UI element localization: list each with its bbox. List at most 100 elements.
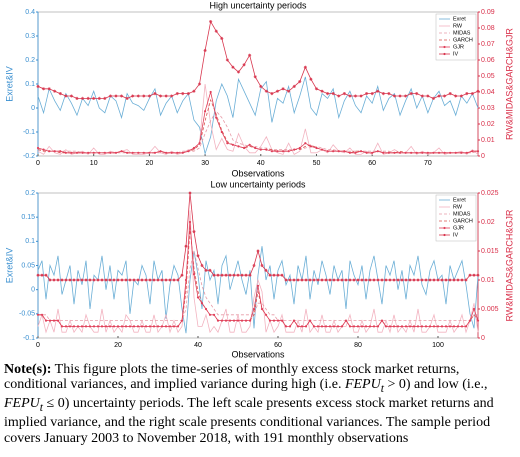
marker <box>175 92 179 96</box>
marker <box>328 325 332 328</box>
marker <box>131 94 135 98</box>
y2-tick-label: 0.03 <box>481 105 495 112</box>
marker <box>365 92 369 96</box>
marker <box>276 319 280 322</box>
marker <box>309 145 313 148</box>
marker <box>476 319 480 322</box>
marker <box>36 273 40 277</box>
marker <box>192 273 196 276</box>
x-tick-label: 10 <box>90 160 98 167</box>
marker <box>464 278 468 282</box>
marker <box>64 151 67 154</box>
marker <box>370 92 374 96</box>
marker <box>384 325 388 328</box>
y2-tick-label: 0.025 <box>481 190 499 197</box>
y-tick-label: 0.1 <box>25 238 35 245</box>
x-axis-label: Observations <box>231 349 285 359</box>
marker <box>392 325 396 328</box>
marker <box>81 151 84 154</box>
marker <box>64 94 68 98</box>
marker <box>232 319 236 322</box>
x-tick-label: 100 <box>432 342 444 349</box>
marker <box>376 89 380 93</box>
marker <box>168 325 172 328</box>
marker <box>428 278 432 282</box>
marker <box>415 151 418 154</box>
marker <box>92 151 95 154</box>
marker <box>342 92 346 96</box>
marker <box>231 65 235 69</box>
marker <box>296 278 300 282</box>
marker <box>448 92 452 96</box>
marker <box>240 273 244 277</box>
marker <box>372 278 376 282</box>
marker <box>400 278 404 282</box>
marker <box>209 90 212 94</box>
marker <box>120 325 124 328</box>
y2-axis-label: RW&MIDAS&GARCH&GJR <box>504 28 514 140</box>
marker <box>75 151 79 154</box>
marker <box>53 150 56 153</box>
marker <box>180 319 184 322</box>
marker <box>100 325 104 328</box>
marker <box>384 278 388 282</box>
marker <box>337 94 341 98</box>
y-tick-label: 0.05 <box>21 262 35 269</box>
marker <box>196 296 200 299</box>
marker <box>236 319 240 322</box>
marker <box>336 278 340 282</box>
y2-tick-label: 0.09 <box>481 9 495 16</box>
marker <box>320 89 324 93</box>
series-line <box>38 110 479 154</box>
marker <box>428 325 432 328</box>
marker <box>404 278 408 282</box>
marker <box>181 151 184 154</box>
marker <box>188 191 192 195</box>
marker <box>314 87 319 91</box>
marker <box>260 263 264 268</box>
marker <box>340 278 344 282</box>
marker <box>304 142 307 145</box>
marker <box>125 96 129 100</box>
marker <box>353 94 358 98</box>
marker <box>420 325 424 328</box>
y-tick-label: -0.05 <box>19 311 35 318</box>
marker <box>44 273 48 277</box>
marker <box>209 20 213 24</box>
marker <box>80 96 85 100</box>
marker <box>232 273 236 277</box>
marker <box>448 278 452 282</box>
x-tick-label: 70 <box>424 160 432 167</box>
panel-title: Low uncertainty periods <box>210 179 306 189</box>
marker <box>152 278 156 282</box>
marker <box>69 94 74 98</box>
marker <box>152 325 156 328</box>
marker <box>160 325 164 328</box>
marker <box>231 143 235 146</box>
marker <box>380 319 384 322</box>
marker <box>444 325 448 328</box>
marker <box>114 151 118 154</box>
marker <box>324 325 328 328</box>
marker <box>300 278 304 282</box>
marker <box>381 92 385 96</box>
marker <box>58 92 62 96</box>
marker <box>443 151 446 154</box>
marker <box>421 151 424 154</box>
marker <box>352 278 356 282</box>
note-text: t <box>39 401 44 415</box>
marker <box>444 278 448 282</box>
marker <box>437 94 441 98</box>
marker <box>64 325 68 328</box>
marker <box>268 319 272 322</box>
marker <box>42 148 45 151</box>
panel-title: High uncertainty periods <box>209 0 307 10</box>
marker <box>292 278 296 282</box>
marker <box>181 92 185 96</box>
marker <box>103 96 107 100</box>
marker <box>432 325 436 328</box>
marker <box>204 307 208 311</box>
legend-box <box>435 13 477 61</box>
marker <box>359 150 363 153</box>
marker <box>186 92 190 96</box>
